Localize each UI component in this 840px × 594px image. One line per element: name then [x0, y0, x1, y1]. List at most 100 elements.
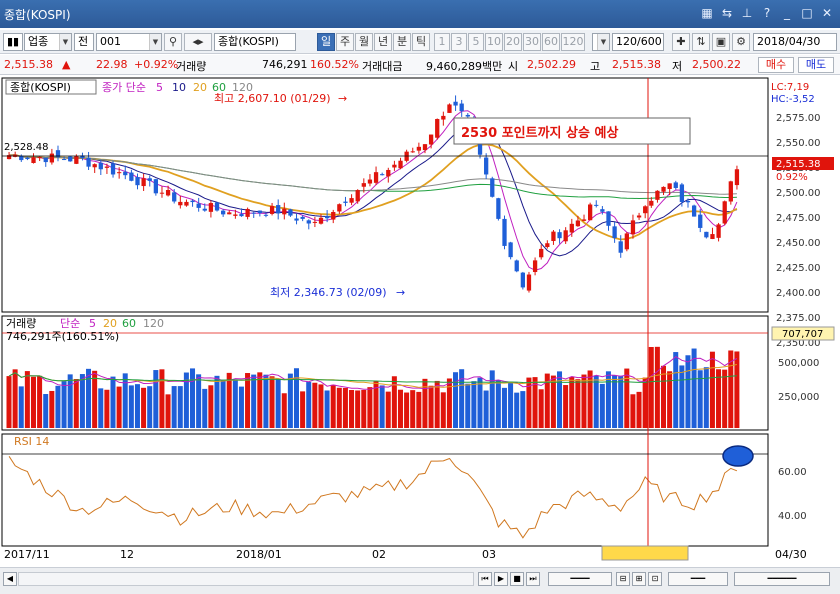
volume-bar: [116, 386, 122, 428]
indicator-slider[interactable]: ━━━━━━: [734, 572, 830, 586]
interval-5[interactable]: 5: [468, 33, 484, 51]
rsi-legend: RSI 14: [14, 435, 49, 448]
period-week[interactable]: 주: [336, 33, 354, 51]
close-icon[interactable]: ✕: [821, 6, 833, 20]
volume-bar: [557, 371, 563, 428]
prev-next-icon[interactable]: ◂▸: [184, 33, 212, 51]
interval-60[interactable]: 60: [542, 33, 560, 51]
chart-area[interactable]: 종합(KOSPI) 종가 단순 5 10 20 60 120 최고 2,607.…: [0, 76, 840, 566]
count-field[interactable]: 120/600: [612, 33, 664, 51]
fit-icon[interactable]: ⊡: [648, 572, 662, 586]
candle-body: [178, 201, 183, 206]
period-type-select[interactable]: 전: [74, 33, 94, 51]
candle-body: [147, 178, 152, 181]
crosshair-icon[interactable]: ✚: [672, 33, 690, 51]
candle-body: [306, 220, 311, 224]
range-slider[interactable]: ━━━: [668, 572, 728, 586]
volume-bar: [453, 372, 459, 428]
scroll-left-icon[interactable]: ◀: [3, 572, 17, 586]
speed-slider[interactable]: ━━━━: [548, 572, 612, 586]
help-icon[interactable]: ?: [763, 6, 771, 20]
volume-bar: [642, 377, 648, 428]
interval-1[interactable]: 1: [434, 33, 450, 51]
code-input[interactable]: 001 ▼: [96, 33, 162, 51]
last-icon[interactable]: ⏭: [526, 572, 540, 586]
minimize-icon[interactable]: _: [784, 6, 790, 20]
volume-bar: [477, 377, 483, 428]
candle-body: [618, 241, 623, 253]
candle-body: [349, 198, 354, 203]
candle-body: [282, 208, 287, 215]
rsi-panel[interactable]: [1, 433, 769, 547]
zoom-in-icon[interactable]: ⊞: [632, 572, 646, 586]
interval-120[interactable]: 120: [561, 33, 585, 51]
candle-body: [661, 186, 666, 192]
volume-bar: [355, 390, 361, 428]
candle-body: [165, 189, 171, 196]
interval-20[interactable]: 20: [504, 33, 522, 51]
x-axis-label: 04/30: [775, 548, 807, 561]
volume-bar: [526, 377, 532, 428]
last-price-tag: [772, 157, 834, 170]
period-day[interactable]: 일: [317, 33, 335, 51]
save-icon[interactable]: ▣: [712, 33, 730, 51]
name-field[interactable]: 종합(KOSPI): [214, 33, 296, 51]
stock-chart[interactable]: 종합(KOSPI) 종가 단순 5 10 20 60 120 최고 2,607.…: [0, 76, 840, 566]
candle-body: [55, 150, 61, 158]
volume-bar: [514, 392, 520, 428]
chart-type-icon[interactable]: ▮▮: [3, 33, 23, 51]
legend-name: 종합(KOSPI): [10, 81, 71, 94]
pin-icon[interactable]: ⊥: [741, 6, 753, 20]
candle-body: [80, 155, 85, 159]
annotation-box[interactable]: [453, 117, 691, 145]
arrange-icon[interactable]: ⇆: [721, 6, 733, 20]
play-icon[interactable]: ▶: [494, 572, 508, 586]
volume-bar: [238, 386, 244, 428]
candle-body: [575, 220, 581, 227]
candle-body: [477, 137, 483, 155]
candle-body: [508, 242, 513, 258]
interval-3[interactable]: 3: [451, 33, 467, 51]
scroll-track[interactable]: [18, 572, 474, 586]
interval-10[interactable]: 10: [485, 33, 503, 51]
candle-body: [25, 157, 30, 160]
zoom-out-icon[interactable]: ⊟: [616, 572, 630, 586]
period-minute[interactable]: 분: [393, 33, 411, 51]
price-panel[interactable]: [1, 77, 769, 313]
volume-legend-name: 거래량: [6, 317, 36, 330]
candle-body: [490, 178, 495, 197]
maximize-icon[interactable]: □: [801, 6, 813, 20]
category-select[interactable]: 업종 ▼: [24, 33, 72, 51]
buy-button[interactable]: 매수: [758, 57, 794, 73]
price-tick-label: 2,575.00: [776, 113, 821, 124]
zoom-icon[interactable]: ⇅: [692, 33, 710, 51]
chevron-down-icon[interactable]: ▼: [59, 34, 71, 50]
candle-body: [312, 221, 318, 223]
stop-icon[interactable]: ■: [510, 572, 524, 586]
ma120-line: [9, 154, 737, 195]
chevron-down-icon[interactable]: ▼: [597, 34, 609, 50]
volume-bar: [300, 391, 306, 428]
volume-bar: [722, 369, 728, 428]
chevron-down-icon[interactable]: ▼: [149, 34, 161, 50]
candle-body: [514, 260, 519, 272]
layout-icon[interactable]: ▦: [701, 6, 713, 20]
candle-body: [324, 216, 330, 219]
code-value: 001: [100, 35, 121, 48]
date-field[interactable]: 2018/04/30: [753, 33, 837, 51]
first-icon[interactable]: ⏮: [478, 572, 492, 586]
gear-icon[interactable]: ⚙: [732, 33, 750, 51]
candle-body: [227, 212, 232, 215]
period-tick[interactable]: 틱: [412, 33, 430, 51]
period-month[interactable]: 월: [355, 33, 373, 51]
volume-bar: [43, 394, 49, 428]
horizontal-scrollbar[interactable]: ◀ ⏮ ▶ ■ ⏭ ━━━━ ⊟ ⊞ ⊡ ━━━ ━━━━━━: [0, 567, 840, 594]
annotation-text: 2530 포인트까지 상승 예상: [461, 125, 618, 141]
period-year[interactable]: 년: [374, 33, 392, 51]
sell-button[interactable]: 매도: [798, 57, 834, 73]
candle-body: [74, 156, 79, 164]
search-icon[interactable]: ⚲: [164, 33, 182, 51]
interval-30[interactable]: 30: [523, 33, 541, 51]
candle-body: [367, 179, 373, 184]
interval-dropdown[interactable]: ▼: [592, 33, 610, 51]
